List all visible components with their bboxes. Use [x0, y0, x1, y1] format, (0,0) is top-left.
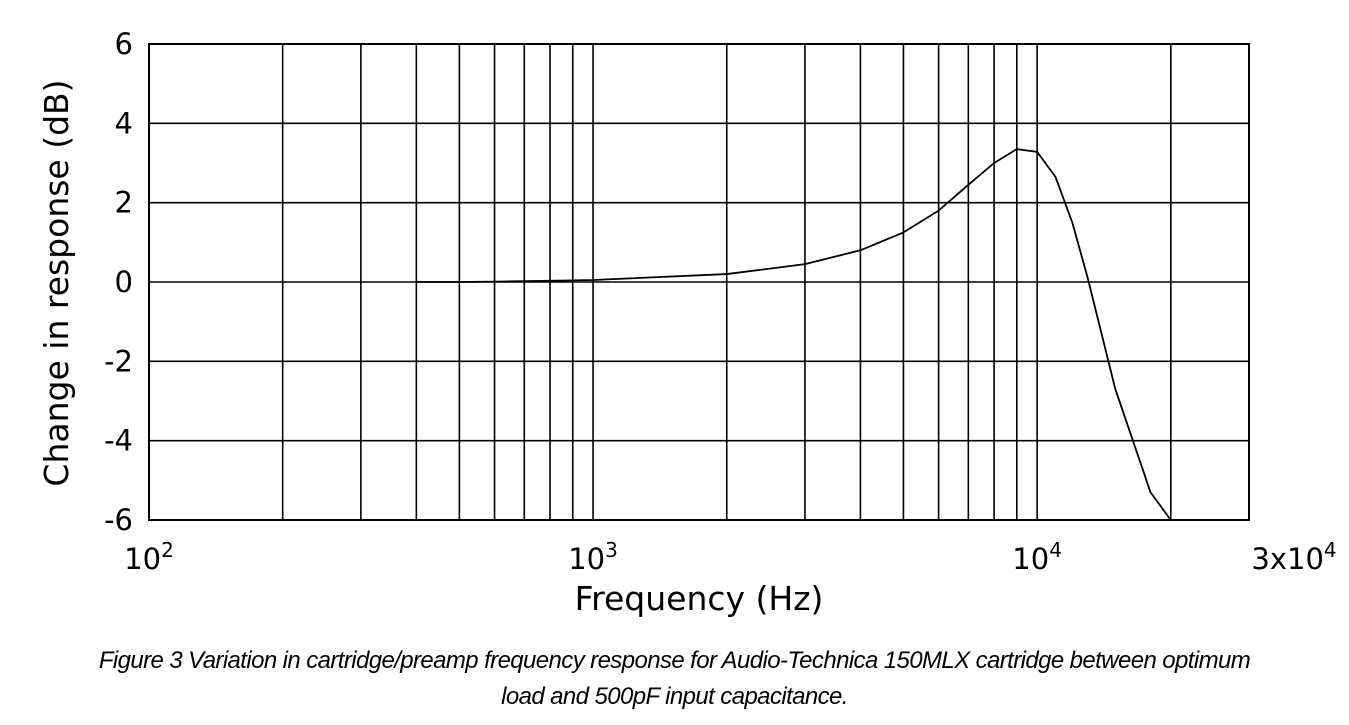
x-tick-label: 102	[124, 538, 174, 576]
y-tick-label: -2	[104, 344, 133, 378]
y-tick-label: 6	[115, 27, 133, 61]
figure-caption: Figure 3 Variation in cartridge/preamp f…	[0, 643, 1349, 715]
y-tick-label: 2	[115, 186, 133, 220]
y-axis-label: Change in response (dB)	[37, 79, 76, 486]
frequency-response-chart: 6 4 2 0 -2 -4 -6 102 103 104 3x104 Frequency (Hz)…	[37, 27, 1337, 618]
x-tick-label: 104	[1012, 538, 1062, 576]
y-tick-label: 4	[115, 106, 133, 140]
y-tick-labels: 6 4 2 0 -2 -4 -6	[104, 27, 133, 537]
y-tick-label: -6	[104, 503, 133, 537]
y-tick-label: -4	[104, 424, 133, 458]
x-tick-labels: 102 103 104 3x104	[124, 538, 1336, 576]
plot-frame	[148, 43, 1250, 521]
caption-line-1: Figure 3 Variation in cartridge/preamp f…	[98, 647, 1251, 674]
x-tick-label: 103	[568, 538, 618, 576]
caption-line-2: load and 500pF input capacitance.	[501, 683, 848, 710]
y-tick-label: 0	[115, 265, 133, 299]
series-line	[416, 148, 1172, 521]
x-tick-label: 3x104	[1251, 538, 1336, 576]
grid-lines	[149, 44, 1249, 520]
x-axis-label: Frequency (Hz)	[575, 579, 824, 618]
